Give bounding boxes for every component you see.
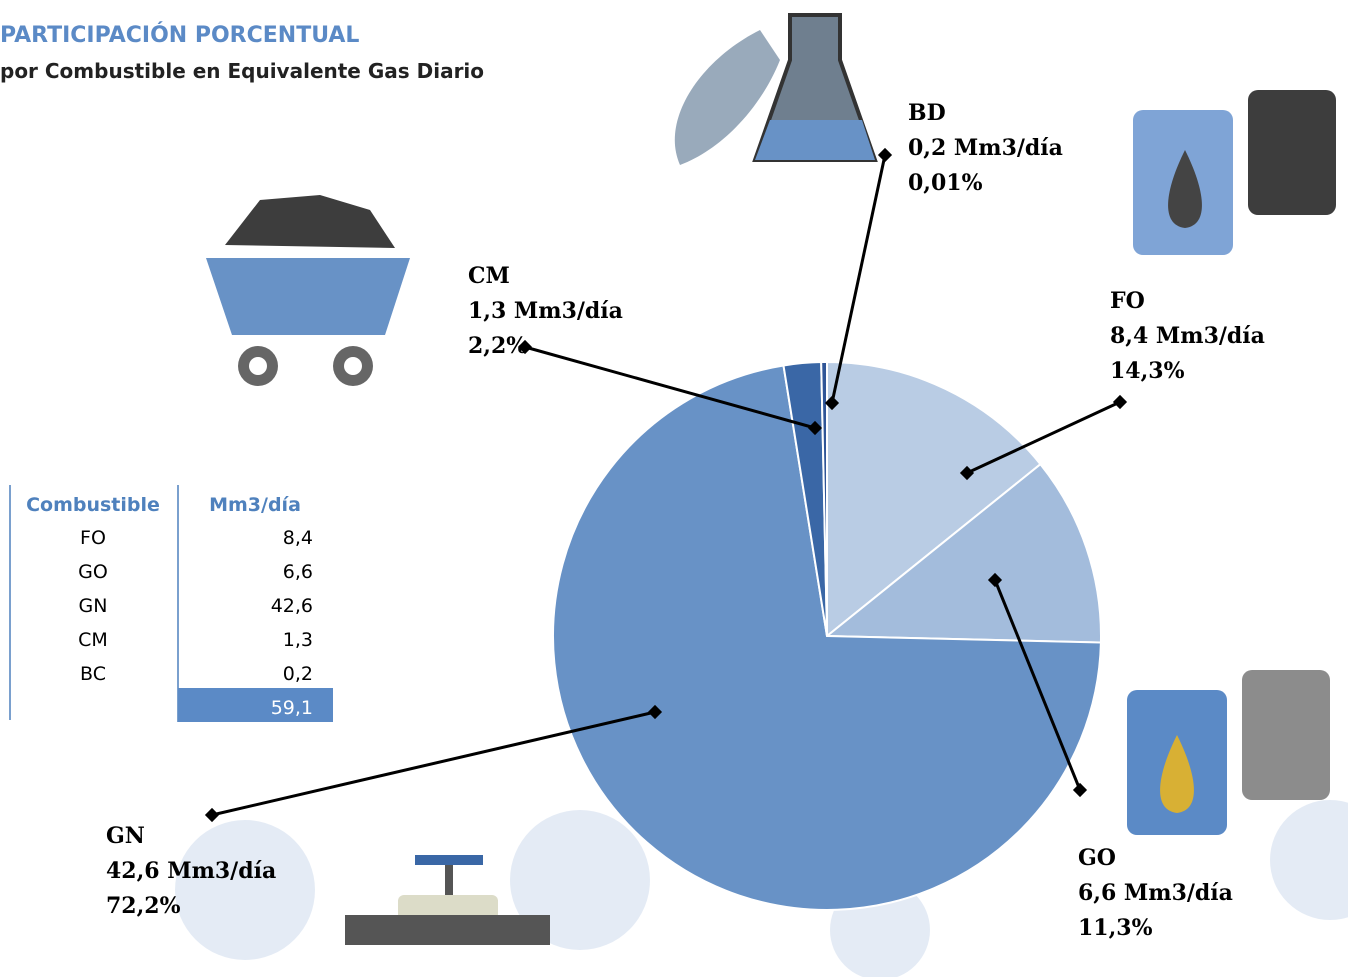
table-header: Mm3/día bbox=[209, 494, 301, 516]
percent-label: 72,2% bbox=[106, 893, 181, 919]
table-total: 59,1 bbox=[271, 697, 313, 719]
slice-name: BD bbox=[908, 100, 946, 126]
leader-end bbox=[517, 339, 533, 355]
percent-label: 14,3% bbox=[1110, 358, 1185, 384]
leader-end bbox=[824, 395, 840, 411]
leader-line bbox=[830, 154, 887, 404]
leader-end bbox=[204, 807, 220, 823]
table-cell: GN bbox=[79, 595, 108, 617]
leader-end bbox=[987, 572, 1003, 588]
labels: FO 8,4 Mm3/día 14,3% GO 6,6 Mm3/día 11,3% GN 42… bbox=[106, 100, 1265, 941]
cart bbox=[206, 258, 410, 335]
value-label: 8,4 Mm3/día bbox=[1110, 323, 1265, 349]
leader-end bbox=[959, 465, 975, 481]
pie-slice bbox=[551, 364, 1102, 911]
pie-slice bbox=[820, 360, 828, 637]
slice-name: CM bbox=[468, 263, 510, 289]
leader-end bbox=[877, 147, 893, 163]
table-cell: FO bbox=[80, 527, 106, 549]
percent-label: 2,2% bbox=[468, 333, 527, 359]
table: Combustible Mm3/día FO 8,4 GO 6,6 GN 42,6 CM 1,3 B… bbox=[9, 485, 333, 722]
percent-label: 11,3% bbox=[1078, 915, 1153, 941]
leader-line bbox=[993, 579, 1082, 791]
leader-line bbox=[966, 400, 1121, 475]
leader-line bbox=[211, 710, 656, 817]
slice-name: GN bbox=[106, 823, 145, 849]
value-label: 0,2 Mm3/día bbox=[908, 135, 1063, 161]
leader-end bbox=[1112, 394, 1128, 410]
total-cell bbox=[178, 688, 333, 722]
percent-label: 0,01% bbox=[908, 170, 983, 196]
table-cell: 42,6 bbox=[271, 595, 313, 617]
table-cell: BC bbox=[80, 663, 106, 685]
coal bbox=[225, 195, 395, 248]
table-cell: GO bbox=[78, 561, 108, 583]
table-cell: 8,4 bbox=[283, 527, 313, 549]
leader-line bbox=[524, 345, 816, 430]
value-label: 42,6 Mm3/día bbox=[106, 858, 276, 884]
table-header: Combustible bbox=[26, 494, 160, 516]
leader-end bbox=[1072, 782, 1088, 798]
table-cell: 6,6 bbox=[283, 561, 313, 583]
value-label: 1,3 Mm3/día bbox=[468, 298, 623, 324]
slice-name: FO bbox=[1110, 288, 1145, 314]
table-cell: 1,3 bbox=[283, 629, 313, 651]
value-label: 6,6 Mm3/día bbox=[1078, 880, 1233, 906]
chart-title: PARTICIPACIÓN PORCENTUAL bbox=[0, 22, 359, 48]
table-cell: 0,2 bbox=[283, 663, 313, 685]
decor-icons bbox=[175, 13, 1348, 977]
chart-subtitle: por Combustible en Equivalente Gas Diari… bbox=[0, 59, 484, 83]
leader-end bbox=[647, 704, 663, 720]
leader-end bbox=[807, 420, 823, 436]
pie-slice bbox=[824, 462, 1102, 644]
slice-name: GO bbox=[1078, 845, 1116, 871]
table-cell: CM bbox=[78, 629, 108, 651]
